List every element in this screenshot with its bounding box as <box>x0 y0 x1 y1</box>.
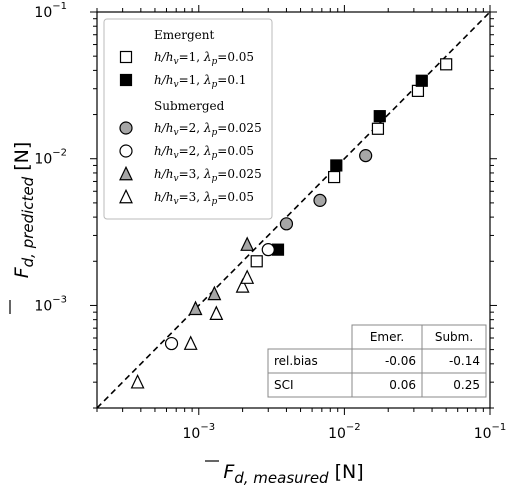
legend-label-2: h/hv=2, λp=0.025 <box>154 121 262 138</box>
data-point-s0-2 <box>371 122 385 135</box>
legend: Emergent h/hv=1, λp=0.05 h/hv=1, λp=0.1 Sub… <box>103 18 273 220</box>
stats-table: Emer. Subm. rel.bias -0.06 -0.14 SCI 0.06 0.25 <box>267 324 487 398</box>
table-text-1-0: rel.bias <box>274 354 318 368</box>
table-text-1-2: -0.14 <box>449 354 480 368</box>
data-point-s0-1 <box>328 170 341 184</box>
table-text-2-1: 0.06 <box>389 378 416 392</box>
data-point-s3-1 <box>261 243 275 257</box>
data-point-s4-0 <box>188 300 203 316</box>
data-point-s2-2 <box>359 149 373 163</box>
data-point-s5-4 <box>240 269 255 284</box>
y-tick-label-2: 10−1 <box>34 1 67 21</box>
legend-box <box>103 18 273 220</box>
legend-marker-5 <box>119 188 133 204</box>
table-cell-1-0 <box>267 348 353 374</box>
x-axis-label: Fd, measured [N] <box>223 461 363 487</box>
data-point-s4-1 <box>207 285 222 301</box>
table-text-0-2: Subm. <box>435 330 473 344</box>
axes: 10−3 10−2 10−1 10−3 10−2 10−1 <box>34 1 506 442</box>
legend-label-5: h/hv=3, λp=0.05 <box>154 190 254 207</box>
y-tick-label-1: 10−2 <box>34 148 67 168</box>
table-text-2-2: 0.25 <box>453 378 480 392</box>
table-text-2-0: SCI <box>274 378 294 392</box>
data-point-s3-0 <box>164 336 179 351</box>
legend-marker-0 <box>119 50 133 64</box>
axes-frame <box>96 11 491 409</box>
data-point-s0-0 <box>250 255 263 268</box>
x-tick-label-2: 10−1 <box>474 422 507 442</box>
legend-heading-1: Submerged <box>154 99 225 113</box>
y-axis-label: Fd, predicted [N] <box>11 142 37 279</box>
legend-label-3: h/hv=2, λp=0.05 <box>154 144 254 161</box>
plot-area <box>96 11 491 409</box>
data-point-s0-3 <box>411 84 425 97</box>
data-point-s2-1 <box>313 193 327 207</box>
legend-label-1: h/hv=1, λp=0.1 <box>154 73 246 90</box>
legend-label-4: h/hv=3, λp=0.025 <box>154 167 262 184</box>
x-tick-label-0: 10−3 <box>182 422 215 442</box>
table-cell-2-2 <box>421 372 487 398</box>
data-point-s5-2 <box>209 305 224 320</box>
table-text-1-1: -0.06 <box>385 354 416 368</box>
table-cell-2-1 <box>351 372 423 398</box>
x-tick-label-1: 10−2 <box>328 422 361 442</box>
table-cell-1-1 <box>351 348 423 374</box>
data-point-s0-4 <box>440 58 453 71</box>
table-cell-2-0 <box>267 372 353 398</box>
legend-heading-0: Emergent <box>154 28 214 42</box>
table-cell-0-1 <box>351 324 423 350</box>
table-cell-0-2 <box>421 324 487 350</box>
data-point-s5-1 <box>183 335 198 350</box>
legend-label-0: h/hv=1, λp=0.05 <box>154 50 254 67</box>
data-point-s1-1 <box>330 159 343 172</box>
data-point-s2-0 <box>279 217 294 231</box>
axis-labels: Fd, measured [N] Fd, predicted [N] <box>9 142 364 487</box>
legend-marker-1 <box>119 73 133 87</box>
y-tick-label-0: 10−3 <box>34 294 67 314</box>
data-point-s1-2 <box>373 110 386 123</box>
legend-marker-3 <box>119 144 133 158</box>
data-point-s5-0 <box>130 373 145 389</box>
data-point-s1-3 <box>415 74 428 87</box>
data-point-s5-3 <box>235 278 250 293</box>
data-point-s4-2 <box>240 236 255 251</box>
legend-marker-2 <box>119 121 133 135</box>
table-text-0-1: Emer. <box>370 330 404 344</box>
legend-marker-4 <box>119 165 133 181</box>
